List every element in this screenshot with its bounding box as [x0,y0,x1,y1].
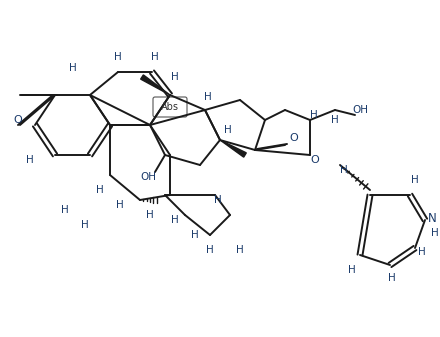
Text: H: H [114,52,122,62]
Text: H: H [206,245,214,255]
Polygon shape [141,75,170,95]
Text: H: H [191,230,199,240]
Text: H: H [116,200,124,210]
Text: H: H [146,210,154,220]
Text: H: H [418,247,426,257]
Text: O: O [311,155,319,165]
Text: H: H [431,228,439,238]
Text: H: H [340,165,348,175]
Text: H: H [348,265,356,275]
Text: H: H [224,125,232,135]
Text: H: H [411,175,419,185]
Text: Abs: Abs [161,102,179,112]
Text: H: H [69,63,77,73]
Text: O: O [290,133,298,143]
Text: H: H [171,72,179,82]
Text: H: H [96,185,104,195]
Text: H: H [151,52,159,62]
Text: H: H [81,220,89,230]
Text: H: H [171,215,179,225]
Text: H: H [214,195,222,205]
Text: H: H [61,205,69,215]
Text: H: H [236,245,244,255]
Text: O: O [14,115,22,125]
Text: H: H [204,92,212,102]
Text: H: H [26,155,34,165]
Text: N: N [428,212,436,224]
Text: H: H [310,110,318,120]
FancyBboxPatch shape [153,97,187,117]
Text: OH: OH [140,172,156,182]
Text: H: H [388,273,396,283]
Polygon shape [220,140,246,157]
Text: OH: OH [352,105,368,115]
Text: H: H [331,115,339,125]
